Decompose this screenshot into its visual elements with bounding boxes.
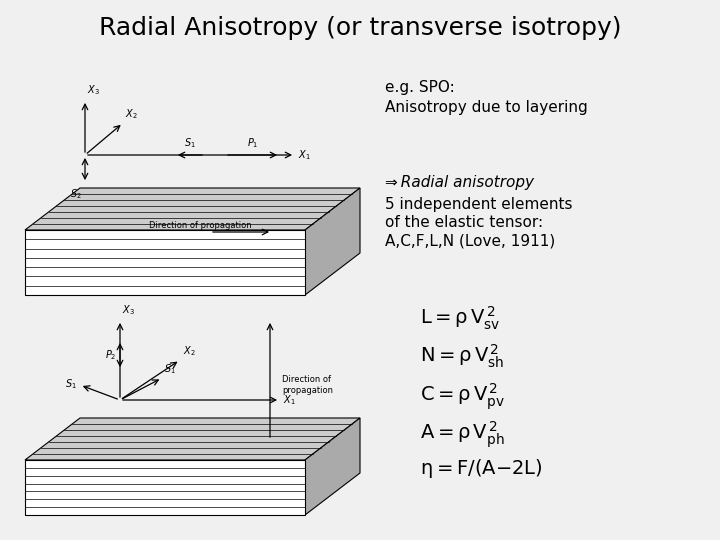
Text: $S_1$: $S_1$	[66, 377, 77, 391]
Text: $\mathsf{\eta = F/(A{-}2L)}$: $\mathsf{\eta = F/(A{-}2L)}$	[420, 457, 543, 480]
Text: $S_1$: $S_1$	[164, 362, 176, 376]
Polygon shape	[25, 460, 305, 515]
Text: $\mathsf{N = \rho\, V_{sh}^{\,2}}$: $\mathsf{N = \rho\, V_{sh}^{\,2}}$	[420, 343, 504, 370]
Text: $\mathsf{C = \rho\, V_{pv}^{\,2}}$: $\mathsf{C = \rho\, V_{pv}^{\,2}}$	[420, 381, 505, 411]
Text: Direction of
propagation: Direction of propagation	[282, 375, 333, 395]
Polygon shape	[25, 188, 360, 230]
Text: of the elastic tensor:: of the elastic tensor:	[385, 215, 543, 230]
Polygon shape	[25, 418, 360, 460]
Text: $X_1$: $X_1$	[298, 148, 311, 162]
Text: Direction of propagation: Direction of propagation	[149, 220, 251, 230]
Text: Anisotropy due to layering: Anisotropy due to layering	[385, 100, 588, 115]
Text: e.g. SPO:: e.g. SPO:	[385, 80, 455, 95]
Polygon shape	[305, 188, 360, 295]
Text: $P_2$: $P_2$	[104, 348, 116, 362]
Text: $X_1$: $X_1$	[283, 393, 296, 407]
Text: $\mathsf{L = \rho\, V_{sv}^{\,2}}$: $\mathsf{L = \rho\, V_{sv}^{\,2}}$	[420, 305, 500, 333]
Text: ⇒ Radial anisotropy: ⇒ Radial anisotropy	[385, 175, 534, 190]
Text: $\mathsf{A = \rho\, V_{ph}^{\,2}}$: $\mathsf{A = \rho\, V_{ph}^{\,2}}$	[420, 419, 505, 450]
Polygon shape	[25, 230, 305, 295]
Text: $X_3$: $X_3$	[122, 303, 135, 317]
Text: Radial Anisotropy (or transverse isotropy): Radial Anisotropy (or transverse isotrop…	[99, 16, 621, 40]
Text: $P_1$: $P_1$	[247, 136, 258, 150]
Text: $X_2$: $X_2$	[183, 344, 196, 358]
Text: $X_3$: $X_3$	[87, 83, 100, 97]
Text: $S_2$: $S_2$	[71, 187, 82, 201]
Text: A,C,F,L,N (Love, 1911): A,C,F,L,N (Love, 1911)	[385, 233, 555, 248]
Polygon shape	[305, 418, 360, 515]
Text: $X_2$: $X_2$	[125, 107, 138, 121]
Text: $S_1$: $S_1$	[184, 136, 196, 150]
Text: 5 independent elements: 5 independent elements	[385, 197, 572, 212]
